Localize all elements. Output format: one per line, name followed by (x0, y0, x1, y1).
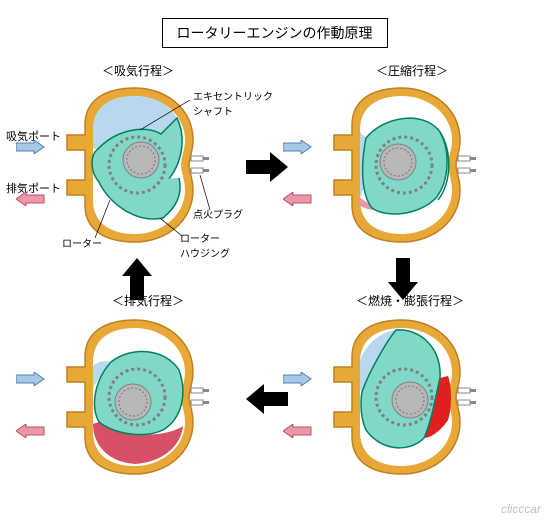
exhaust-arrow-icon (283, 424, 313, 438)
leader-rotor (95, 200, 125, 238)
leader-housing (160, 218, 190, 238)
stage-label-intake: ＜吸気行程＞ (102, 62, 174, 79)
exhaust-arrow-icon (16, 192, 46, 206)
exhaust-arrow-icon (16, 424, 46, 438)
cycle-arrow-up (122, 258, 152, 300)
watermark: clicccar (501, 502, 541, 516)
stage-label-compression: ＜圧縮行程＞ (376, 62, 448, 79)
cycle-arrow-down (388, 258, 418, 300)
cycle-arrow-right (246, 152, 288, 182)
cycle-arrow-left (246, 384, 288, 414)
engine-compression (312, 80, 492, 250)
exhaust-arrow-icon (283, 192, 313, 206)
intake-arrow-icon (16, 372, 46, 386)
intake-arrow-icon (16, 140, 46, 154)
diagram-title: ロータリーエンジンの作動原理 (162, 18, 388, 48)
engine-combustion (312, 312, 492, 482)
leader-shaft (140, 100, 200, 130)
engine-exhaust (45, 312, 225, 482)
leader-spark (190, 175, 220, 210)
